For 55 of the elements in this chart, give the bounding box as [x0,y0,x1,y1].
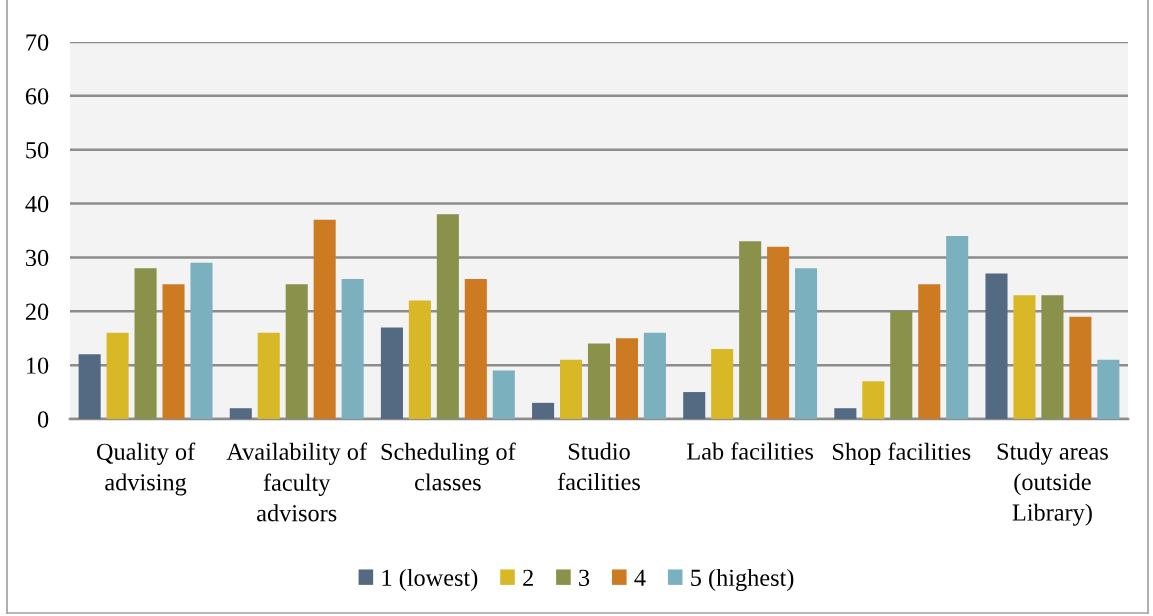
bar [380,327,403,419]
bar [190,262,213,419]
legend-label: 4 [634,569,646,586]
bar [285,284,308,419]
bar [862,381,885,419]
bar [1069,316,1092,419]
bar [615,338,638,419]
bar [1097,359,1120,419]
y-tick-label: 60 [25,88,49,105]
bar [560,359,583,419]
y-tick-label: 40 [25,195,49,213]
bar [834,408,857,419]
x-tick-label: Scheduling of classes [381,442,516,491]
x-tick-label: Lab facilities [687,442,814,460]
x-tick-label: Quality of advising [96,442,196,496]
x-tick-label: Shop facilities [833,442,971,465]
bar [492,370,515,419]
bar [313,219,336,419]
bar [795,268,818,419]
bar [643,332,666,419]
bar [464,278,487,419]
bar [532,402,555,419]
bar [1041,295,1064,419]
legend-label: 2 [523,569,533,586]
x-tick-label: Availability of faculty advisors [226,442,368,522]
bar [341,278,364,419]
bar [918,284,941,419]
bar [78,354,101,419]
bar [229,408,252,419]
bar [946,235,969,419]
bar [408,300,431,419]
bar [436,214,459,419]
legend-label: 3 [579,569,590,586]
bar [739,241,762,419]
legend-label: 1 (lowest) [382,568,478,591]
bar [711,348,734,419]
x-tick-label: Studio facilities [557,442,640,491]
bar [1013,295,1036,419]
bar [106,332,129,419]
y-tick-label: 70 [26,34,49,51]
y-tick-label: 50 [26,141,49,159]
bar [257,332,280,419]
bar [587,343,611,419]
bar [683,392,706,419]
y-tick-label: 20 [25,303,49,320]
bar [134,268,157,419]
legend-label: 5 (highest) [691,568,794,591]
y-tick-label: 10 [27,357,49,374]
y-tick-label: 0 [37,411,49,428]
y-tick-label: 30 [26,249,49,267]
bar [890,311,913,419]
bar [767,246,790,419]
bar [985,273,1008,419]
x-tick-label: Study areas (outside Library) [997,442,1108,526]
bar [162,284,185,419]
